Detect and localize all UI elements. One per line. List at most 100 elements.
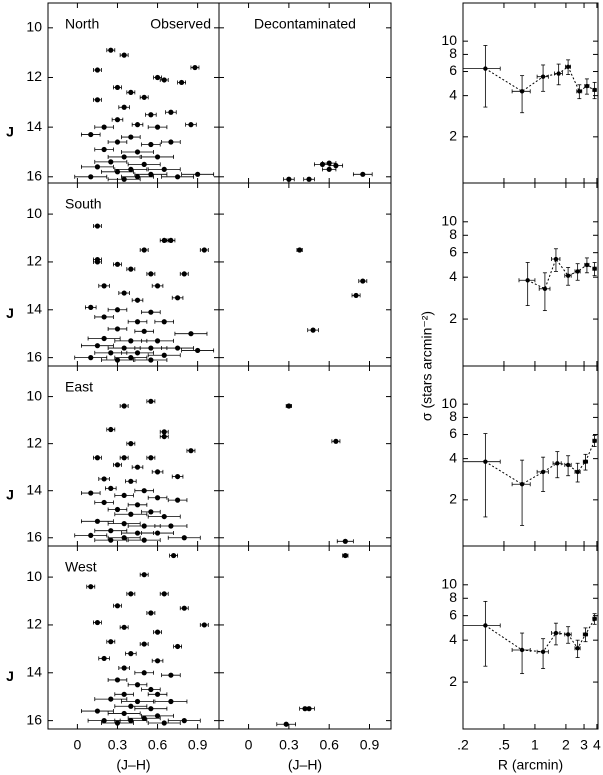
y-axis-title: J	[6, 124, 14, 140]
data-point	[161, 429, 167, 435]
data-point	[592, 266, 597, 271]
data-point	[88, 355, 94, 361]
data-point	[101, 283, 107, 289]
data-point	[114, 603, 121, 609]
data-point	[148, 686, 154, 693]
data-point	[88, 174, 94, 180]
data-point	[141, 94, 147, 100]
data-point	[519, 482, 525, 487]
data-point	[154, 713, 161, 719]
y-tick-label: 10	[26, 568, 42, 584]
panel-label: South	[65, 196, 102, 212]
x-tick-label: 0	[245, 737, 253, 753]
data-point	[141, 328, 147, 334]
data-point	[141, 715, 147, 721]
data-point	[174, 174, 181, 180]
y-tick-label: 10	[26, 205, 42, 221]
data-point	[333, 163, 339, 169]
y-tick-label: 14	[26, 300, 42, 316]
data-point	[88, 490, 94, 496]
data-point	[128, 703, 134, 709]
data-point	[101, 314, 107, 320]
data-point	[161, 513, 167, 520]
data-point	[141, 247, 147, 253]
data-point	[141, 488, 147, 494]
data-point	[121, 403, 127, 409]
data-point	[519, 89, 525, 94]
data-point	[154, 124, 161, 130]
data-point	[141, 670, 147, 676]
data-point	[94, 708, 101, 714]
data-point	[161, 352, 167, 358]
data-point	[286, 176, 292, 182]
data-point	[134, 698, 141, 705]
data-point	[121, 290, 127, 296]
x-tick-label: 0	[73, 737, 81, 753]
data-point	[154, 338, 161, 344]
data-point	[128, 478, 134, 484]
y-axis-title: J	[6, 305, 14, 321]
x-tick-label: 0.3	[279, 737, 299, 753]
panel-frame	[462, 365, 599, 547]
data-point	[154, 154, 161, 160]
data-point	[94, 164, 101, 170]
data-point	[108, 47, 114, 53]
data-point	[128, 511, 134, 517]
data-point	[342, 552, 348, 559]
data-point	[94, 259, 101, 265]
y-axis-title: σ (stars arcmin⁻²)	[419, 311, 435, 421]
data-point	[188, 122, 194, 128]
data-point	[525, 278, 530, 283]
data-point	[141, 641, 147, 647]
data-point	[575, 469, 580, 475]
data-point	[565, 462, 571, 468]
data-point	[283, 721, 289, 727]
y-tick-label: 10	[441, 575, 457, 591]
data-point	[565, 64, 571, 69]
data-point	[114, 357, 121, 363]
data-point	[108, 485, 114, 491]
data-point	[148, 309, 154, 315]
data-point	[121, 691, 127, 697]
data-point	[174, 295, 181, 301]
data-point	[94, 518, 101, 524]
data-point	[101, 655, 107, 662]
y-tick-label: 16	[26, 528, 42, 544]
data-point	[134, 319, 141, 325]
data-point	[181, 718, 187, 724]
data-point	[168, 237, 174, 244]
y-tick-label: 12	[26, 616, 42, 632]
data-point	[94, 343, 101, 349]
data-point	[188, 448, 194, 454]
data-point	[128, 441, 134, 447]
y-axis-title: J	[6, 487, 14, 503]
data-point	[121, 154, 127, 160]
y-tick-label: 16	[26, 348, 42, 364]
data-point	[148, 171, 154, 177]
data-point	[575, 269, 580, 274]
data-point	[592, 616, 597, 621]
data-point	[94, 455, 101, 461]
y-tick-label: 8	[449, 589, 457, 605]
data-point	[148, 112, 154, 118]
data-point	[174, 497, 181, 503]
data-point	[483, 66, 488, 71]
panel-frame	[218, 365, 392, 547]
data-point	[148, 706, 154, 712]
data-point	[134, 464, 141, 470]
y-axis-title: J	[6, 668, 14, 684]
panel-title: Observed	[150, 16, 211, 32]
y-tick-label: 10	[26, 19, 42, 35]
data-point	[148, 357, 154, 363]
panel-label: North	[65, 16, 99, 32]
data-point	[134, 122, 141, 128]
data-point	[88, 532, 94, 539]
y-tick-label: 16	[26, 711, 42, 727]
data-point	[161, 319, 167, 325]
data-point	[141, 523, 147, 529]
data-point	[134, 350, 141, 356]
data-point	[161, 166, 167, 172]
y-tick-label: 6	[449, 62, 457, 78]
x-tick-label: .5	[498, 737, 510, 753]
